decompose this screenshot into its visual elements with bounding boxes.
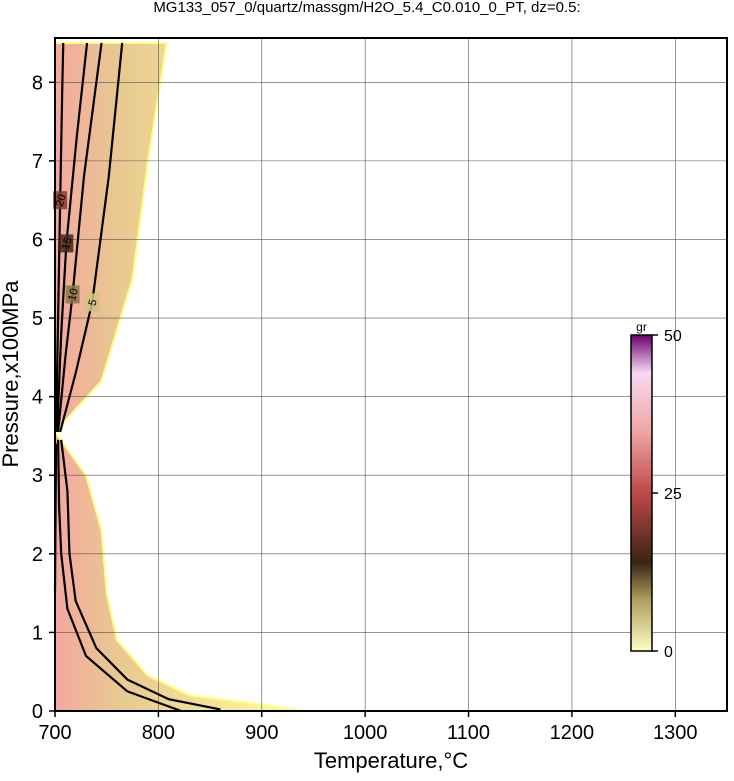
y-tick-label: 2 [32, 544, 43, 566]
data-field [53, 42, 304, 712]
contour-label: 10 [66, 287, 81, 302]
colorbar [630, 334, 653, 652]
y-tick-label: 3 [32, 465, 43, 487]
x-axis-label: Temperature,°C [314, 748, 468, 773]
contour-line [57, 439, 182, 713]
y-tick-label: 1 [32, 622, 43, 644]
plot-frame [54, 37, 728, 712]
y-tick-label: 4 [32, 387, 43, 409]
colorbar-tick-label: 0 [664, 644, 673, 661]
x-tick-label: 1100 [447, 722, 490, 744]
y-axis-label: Pressure,x100MPa [0, 280, 23, 468]
chart-title: MG133_057_0/quartz/massgm/H2O_5.4_C0.010… [153, 0, 580, 16]
x-tick-label: 900 [245, 722, 278, 744]
colorbar-tick-label: 25 [664, 486, 682, 503]
y-tick-label: 6 [32, 229, 43, 251]
x-tick-label: 1200 [550, 722, 595, 744]
contour-label-bg [59, 234, 74, 253]
contour-label-bg [53, 191, 68, 210]
x-tick-label: 700 [38, 722, 71, 744]
y-tick-label: 8 [32, 72, 43, 94]
x-tick-label: 1300 [653, 722, 698, 744]
contour-label-bg [85, 293, 100, 312]
contour-line [60, 439, 221, 711]
x-tick-label: 1000 [343, 722, 388, 744]
colorbar-label: gr [636, 320, 647, 334]
contour-label-bg [65, 285, 80, 304]
contour-label: 20 [54, 193, 69, 208]
colorbar-tick-label: 50 [664, 328, 682, 345]
contour-label: 5 [87, 298, 100, 307]
contour-label: 15 [60, 236, 75, 251]
plot-area: 20 15 10 5 [53, 38, 727, 713]
y-tick-label: 7 [32, 151, 43, 173]
y-tick-label: 0 [32, 701, 43, 723]
x-tick-label: 800 [142, 722, 175, 744]
y-tick-label: 5 [32, 308, 43, 330]
